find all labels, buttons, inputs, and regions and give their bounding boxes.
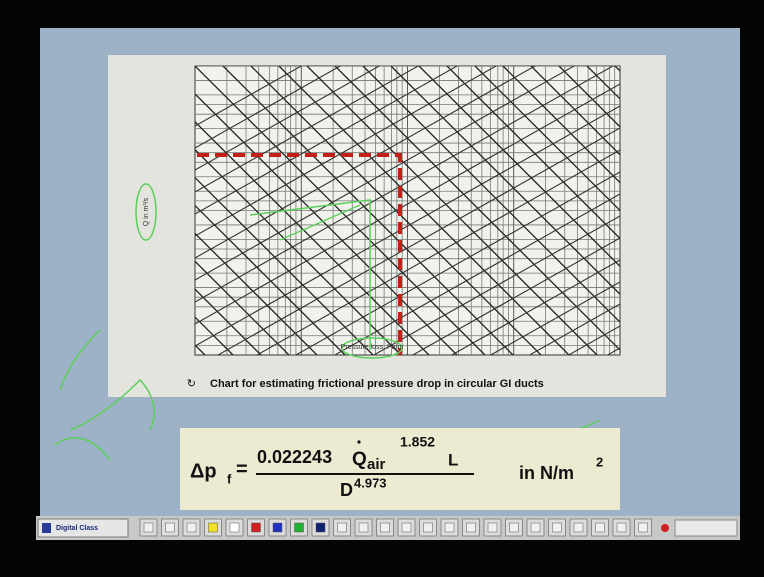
formula-denominator-exp: 4.973 [354, 475, 387, 490]
tool-icon [531, 523, 540, 532]
tool-icon [617, 523, 626, 532]
caption-marker: ↻ [187, 378, 196, 390]
screen: Chart for estimating frictional pressure… [0, 0, 764, 577]
tool-icon [402, 523, 411, 532]
tool-icon [316, 523, 325, 532]
formula-equals: = [236, 458, 248, 480]
tool-icon [639, 523, 648, 532]
tool-icon [273, 523, 282, 532]
tool-icon [510, 523, 519, 532]
tool-icon [338, 523, 347, 532]
app-name: Digital Class [56, 525, 98, 532]
x-axis-label: Pressure loss, Pa/m [341, 344, 404, 351]
tool-icon [574, 523, 583, 532]
tool-icon [596, 523, 605, 532]
tool-icon [467, 523, 476, 532]
formula-flow-exp: 1.852 [400, 434, 435, 450]
formula-units-exp: 2 [596, 454, 603, 469]
tool-icon [381, 523, 390, 532]
app-icon [42, 523, 51, 533]
tool-icon [252, 523, 261, 532]
clock [675, 520, 737, 536]
tool-icon [230, 523, 239, 532]
formula-flow-sub: air [367, 456, 386, 473]
chart-caption: Chart for estimating frictional pressure… [210, 378, 544, 390]
tool-icon [359, 523, 368, 532]
tool-icon [187, 523, 196, 532]
tool-icon [144, 523, 153, 532]
formula-coef: 0.022243 [257, 447, 332, 467]
formula-length: L [448, 450, 458, 469]
tool-icon [424, 523, 433, 532]
formula-denominator: D [340, 480, 353, 500]
tool-icon [488, 523, 497, 532]
formula-lhs: Δp [190, 460, 217, 482]
y-axis-label: Q in m³/s [143, 197, 150, 226]
flow-dot [357, 440, 360, 443]
formula-flow: Q [352, 449, 367, 470]
tool-icon [295, 523, 304, 532]
formula-lhs-sub: f [227, 471, 232, 486]
tool-icon [553, 523, 562, 532]
record-icon [661, 524, 669, 532]
tool-icon [166, 523, 175, 532]
tool-icon [445, 523, 454, 532]
tool-icon [209, 523, 218, 532]
formula-units: in N/m [519, 463, 574, 483]
